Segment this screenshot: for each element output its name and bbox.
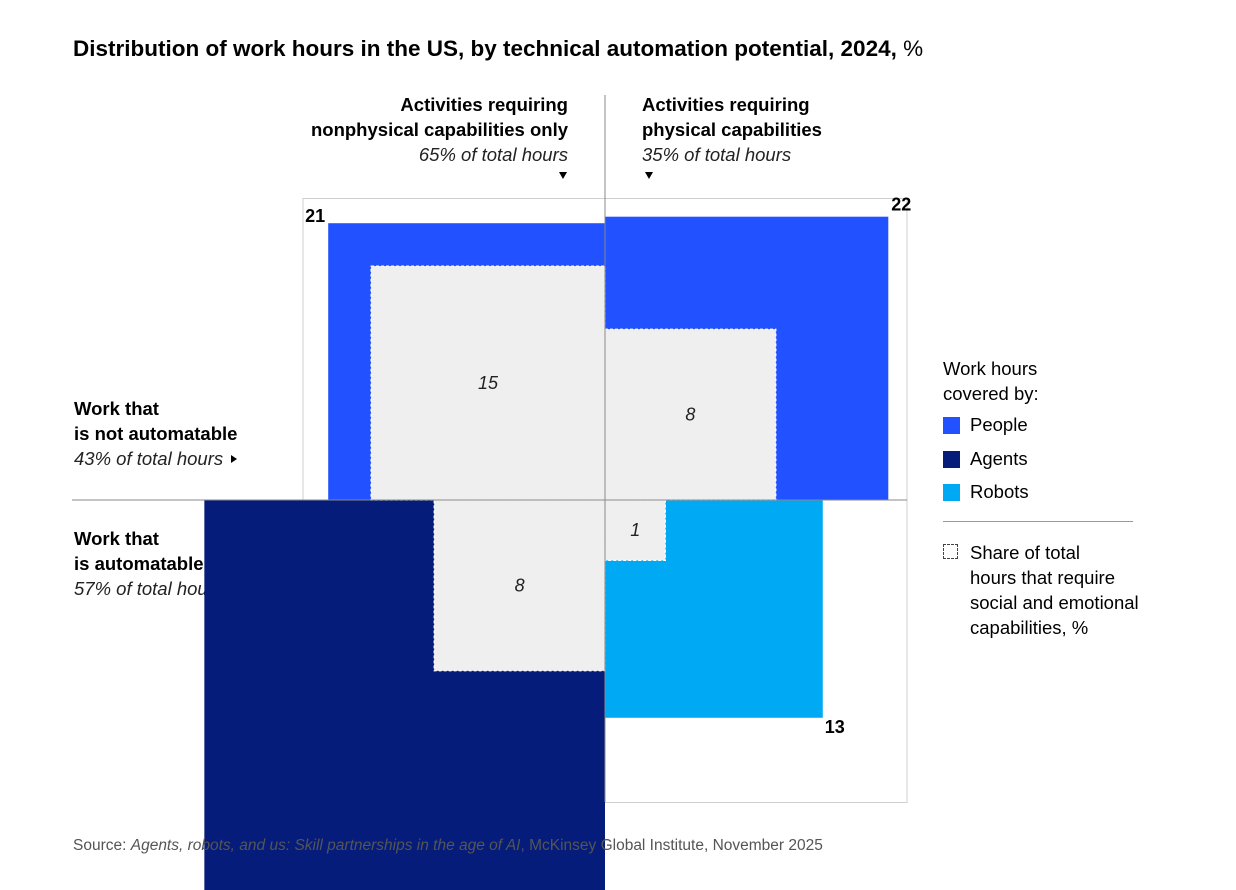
- source-prefix: Source:: [73, 837, 131, 854]
- legend-note-line2: hours that require: [970, 567, 1116, 588]
- column-header-physical: Activities requiring physical capabiliti…: [642, 92, 822, 167]
- column-header-nonphysical: Activities requiring nonphysical capabil…: [311, 92, 568, 167]
- column-header-nonphysical-line2: nonphysical capabilities only: [310, 119, 568, 140]
- column-header-nonphysical-line1: Activities requiring: [400, 94, 568, 115]
- row-header-automatable: Work that is automatable 57% of total ho…: [74, 526, 238, 601]
- social-emotional-label-0: 15: [478, 373, 499, 393]
- legend-title-line2: covered by:: [943, 383, 1039, 404]
- legend-swatch-people: [943, 416, 960, 434]
- legend-item-people: People: [943, 414, 1028, 436]
- value-label-0: 21: [305, 206, 325, 226]
- row-header-not-automatable-share: 43% of total hours: [74, 448, 224, 469]
- source-note: Source: Agents, robots, and us: Skill pa…: [73, 837, 823, 855]
- legend-label-agents: Agents: [970, 448, 1028, 469]
- row-header-automatable-line1: Work that: [74, 528, 159, 549]
- legend-title: Work hours covered by:: [943, 356, 1039, 406]
- social-emotional-square-1: [604, 328, 777, 501]
- legend-divider: [943, 521, 1133, 522]
- social-emotional-label-1: 8: [685, 405, 695, 425]
- social-emotional-square-0: [370, 265, 606, 501]
- social-emotional-label-3: 1: [630, 520, 640, 540]
- source-suffix: , McKinsey Global Institute, November 20…: [520, 837, 823, 854]
- dashed-square-icon: [943, 544, 958, 559]
- social-emotional-square-3: [604, 499, 667, 562]
- legend-swatch-robots: [943, 483, 960, 501]
- row-header-not-automatable-line2: is not automatable: [74, 423, 238, 444]
- legend-swatch-agents: [943, 450, 960, 468]
- down-arrow-icon: [645, 172, 653, 179]
- legend-note-line1: Share of total: [970, 542, 1081, 563]
- legend-title-line1: Work hours: [943, 358, 1038, 379]
- chart-title-unit: %: [903, 36, 924, 61]
- chart-title-text: Distribution of work hours in the US, by…: [73, 36, 897, 61]
- right-arrow-icon: [231, 455, 238, 463]
- legend-note-line3: social and emotional: [970, 592, 1139, 613]
- value-label-3: 13: [825, 717, 845, 737]
- source-title: Agents, robots, and us: Skill partnershi…: [130, 837, 521, 854]
- legend-label-robots: Robots: [970, 481, 1029, 502]
- social-emotional-label-2: 8: [515, 575, 525, 595]
- chart-title: Distribution of work hours in the US, by…: [73, 36, 923, 62]
- column-header-physical-share: 35% of total hours: [642, 144, 792, 165]
- legend-note: Share of total hours that require social…: [970, 540, 1139, 640]
- column-header-physical-line2: physical capabilities: [642, 119, 822, 140]
- legend-item-robots: Robots: [943, 481, 1029, 503]
- row-header-not-automatable-line1: Work that: [74, 398, 159, 419]
- column-header-physical-line1: Activities requiring: [642, 94, 810, 115]
- value-label-1: 22: [891, 195, 911, 215]
- row-header-automatable-line2: is automatable: [74, 553, 204, 574]
- row-header-not-automatable: Work that is not automatable 43% of tota…: [74, 396, 237, 471]
- social-emotional-square-2: [433, 499, 606, 672]
- row-header-automatable-share: 57% of total hours: [74, 578, 224, 599]
- legend-item-agents: Agents: [943, 448, 1028, 470]
- legend-label-people: People: [970, 414, 1028, 435]
- down-arrow-icon: [559, 172, 567, 179]
- column-header-nonphysical-share: 65% of total hours: [418, 144, 568, 165]
- legend-note-line4: capabilities, %: [970, 617, 1089, 638]
